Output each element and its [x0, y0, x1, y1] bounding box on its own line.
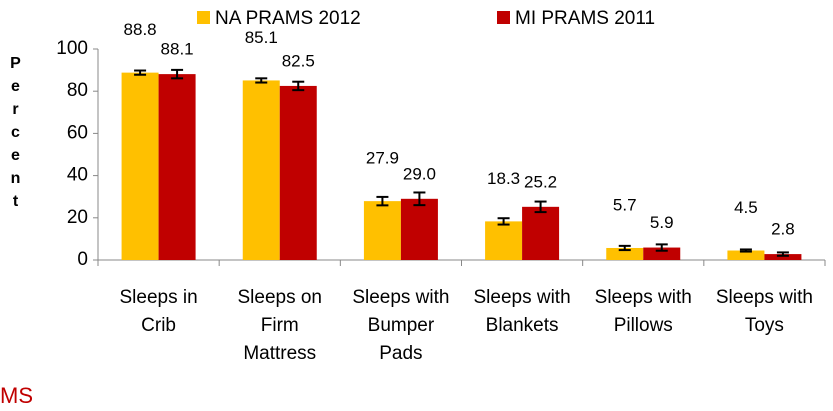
y-tick-label: 40	[67, 165, 88, 186]
error-bar	[497, 217, 510, 226]
error-bar	[292, 80, 305, 92]
x-tick-label: Sleeps on Firm Mattress	[237, 287, 322, 364]
error-bar	[776, 251, 789, 257]
bar	[363, 201, 401, 260]
data-label: 5.9	[650, 213, 674, 232]
data-label: 27.9	[366, 149, 399, 168]
error-bar	[618, 244, 631, 252]
legend-swatch	[197, 11, 210, 24]
legend-label: NA PRAMS 2012	[215, 8, 361, 29]
x-tick-label: Sleeps in Crib	[119, 287, 198, 336]
bar	[400, 198, 438, 260]
y-axis-label: Percent	[7, 55, 24, 216]
y-tick-label: 100	[56, 38, 88, 59]
error-bar	[134, 69, 147, 76]
data-label: 18.3	[487, 169, 520, 188]
error-bar	[171, 68, 184, 80]
bar	[279, 85, 317, 260]
bar	[485, 221, 523, 260]
error-bar	[534, 200, 547, 214]
legend-label: MI PRAMS 2011	[515, 8, 655, 29]
bar	[764, 254, 802, 260]
y-tick-label: 20	[67, 207, 88, 228]
bar	[121, 72, 159, 260]
data-label: 5.7	[613, 195, 637, 214]
legend-swatch	[497, 11, 510, 24]
annotation: MS	[0, 383, 33, 408]
error-bar	[376, 195, 389, 207]
data-label: 82.5	[282, 51, 315, 70]
data-label: 88.1	[161, 40, 194, 59]
error-bar	[413, 191, 426, 207]
data-label: 25.2	[524, 172, 557, 191]
y-tick-label: 80	[67, 80, 88, 101]
bar	[606, 247, 644, 260]
x-tick-label: Sleeps with Toys	[715, 287, 813, 336]
y-tick-label: 0	[77, 249, 88, 270]
bar	[242, 80, 280, 261]
y-tick-label: 60	[67, 122, 88, 143]
bar	[522, 206, 560, 260]
error-bar	[739, 248, 752, 253]
data-label: 85.1	[245, 28, 278, 47]
error-bar	[655, 243, 668, 252]
bar	[158, 74, 196, 260]
bar	[643, 247, 681, 260]
data-label: 4.5	[734, 198, 758, 217]
data-label: 29.0	[403, 164, 436, 183]
x-tick-label: Sleeps with Bumper Pads	[352, 287, 450, 364]
data-label: 88.8	[124, 20, 157, 39]
data-label: 2.8	[771, 220, 795, 239]
x-tick-label: Sleeps with Pillows	[594, 287, 692, 336]
x-tick-label: Sleeps with Blankets	[473, 287, 571, 336]
error-bar	[255, 77, 268, 84]
bar	[727, 250, 765, 260]
